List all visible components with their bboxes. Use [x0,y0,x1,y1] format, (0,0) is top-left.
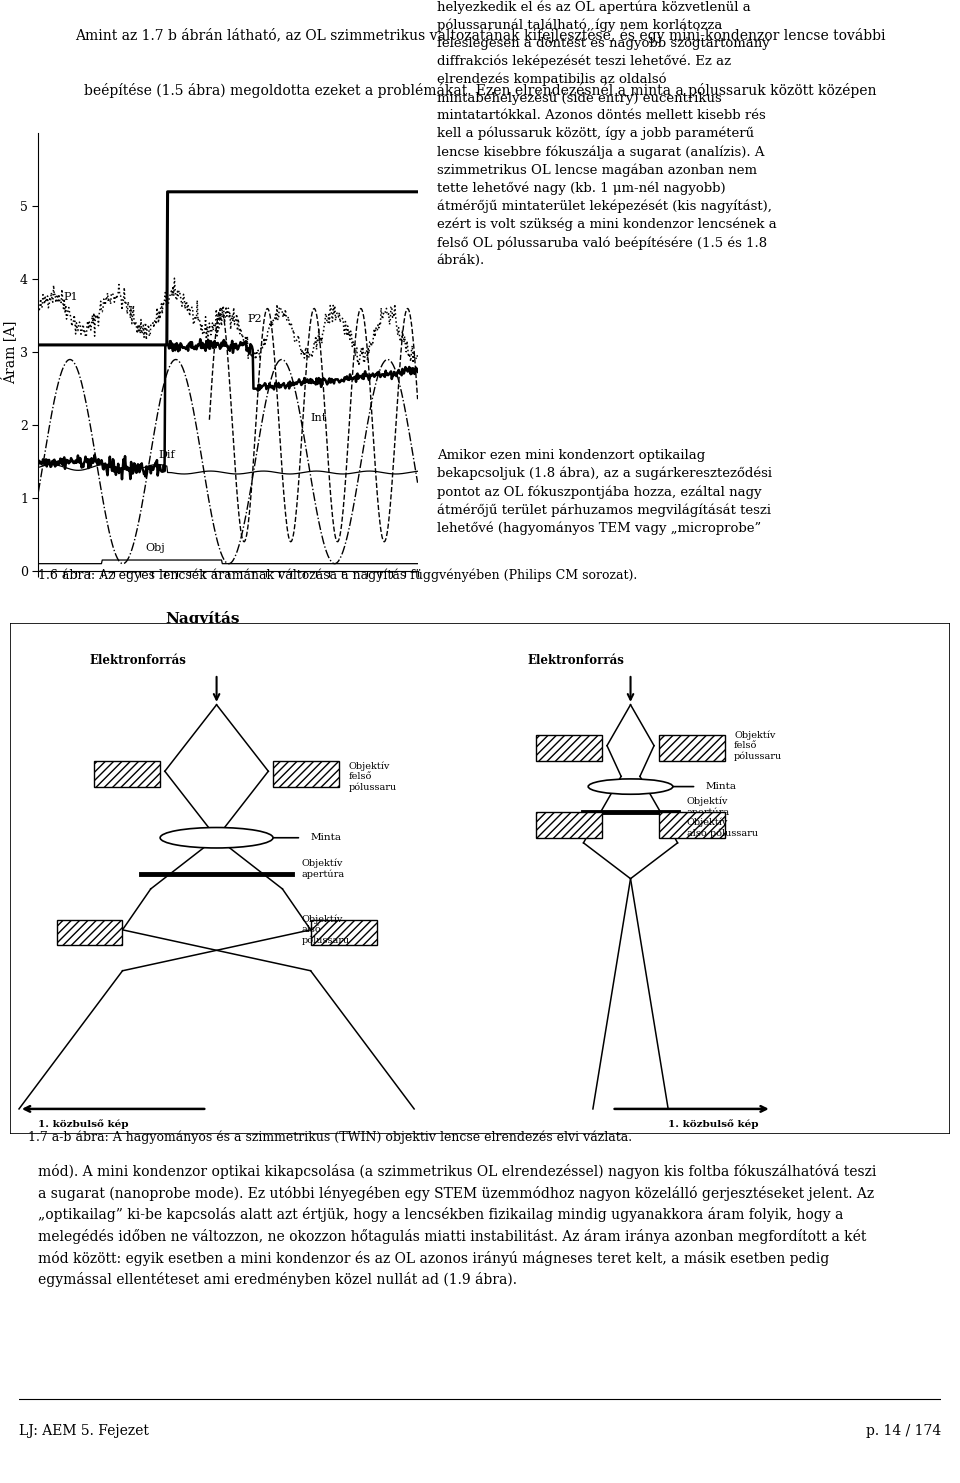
Ellipse shape [588,779,673,795]
Bar [659,813,725,838]
Bar [537,736,602,761]
Bar [273,761,339,786]
Bar [659,736,725,761]
Bar [57,919,123,945]
Text: LJ: AEM 5. Fejezet: LJ: AEM 5. Fejezet [19,1425,149,1439]
Text: Objektív
apertúra: Objektív apertúra [687,796,731,817]
Text: Elektronforrás: Elektronforrás [89,654,186,666]
Text: helyezkedik el és az OL apertúra közvetlenül a
pólussarunál található, így nem k: helyezkedik el és az OL apertúra közvetl… [437,0,777,267]
Bar [94,761,160,786]
Text: 1. közbulső kép: 1. közbulső kép [668,1120,758,1129]
Text: p. 14 / 174: p. 14 / 174 [866,1425,941,1439]
Text: Elektronforrás: Elektronforrás [527,654,624,666]
Text: P1: P1 [63,292,79,301]
Text: Dif: Dif [158,449,175,460]
Text: beépítése (1.5 ábra) megoldotta ezeket a problémákat. Ezen elrendezésnél a minta: beépítése (1.5 ábra) megoldotta ezeket a… [84,83,876,98]
Text: Minta: Minta [706,782,736,790]
Text: Amint az 1.7 b ábrán látható, az OL szimmetrikus változatának kifejlesztése, és : Amint az 1.7 b ábrán látható, az OL szim… [75,28,885,43]
Text: 1.7 a-b ábra: A hagyományos és a szimmetrikus (TWIN) objektiv lencse elrendezés : 1.7 a-b ábra: A hagyományos és a szimmet… [29,1130,633,1145]
Text: Objektív
alsó
pólussaru: Objektív alsó pólussaru [301,915,349,945]
Bar [537,813,602,838]
Text: Int: Int [310,414,326,424]
Text: Amikor ezen mini kondenzort optikailag
bekapcsoljuk (1.8 ábra), az a sugárkeresz: Amikor ezen mini kondenzort optikailag b… [437,449,772,535]
Text: Objektív
apertúra: Objektív apertúra [301,859,345,879]
Text: 1. közbulső kép: 1. közbulső kép [37,1120,129,1129]
Bar [311,919,376,945]
Text: mód). A mini kondenzor optikai kikapcsolása (a szimmetrikus OL elrendezéssel) na: mód). A mini kondenzor optikai kikapcsol… [38,1164,876,1287]
Text: Nagyítás: Nagyítás [165,611,240,626]
Text: Obj: Obj [146,543,165,553]
Text: Objektív
felső
pólussaru: Objektív felső pólussaru [734,730,782,761]
Y-axis label: Áram [A]: Áram [A] [1,320,17,384]
Ellipse shape [160,828,273,848]
Text: Objektív
alsó pólussaru: Objektív alsó pólussaru [687,817,758,838]
Text: Minta: Minta [311,833,342,842]
Text: P2: P2 [247,313,261,323]
Text: Objektív
felső
pólussaru: Objektív felső pólussaru [348,761,396,792]
Text: 1.6 ábra: Az egyes lencsék áramának változása a nagyítás függvényében (Philips C: 1.6 ábra: Az egyes lencsék áramának vált… [38,569,637,583]
